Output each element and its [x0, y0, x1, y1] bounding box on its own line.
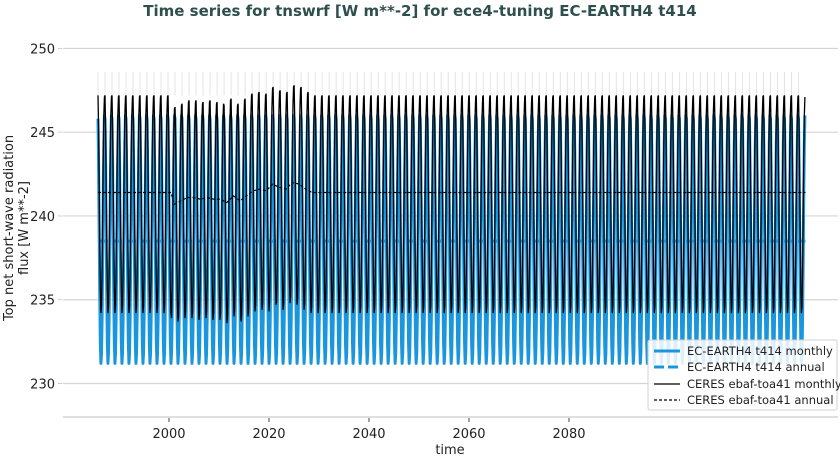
- series-layer: [96, 71, 807, 365]
- y-tick-label: 250: [30, 42, 55, 57]
- x-tick-label: 2000: [152, 427, 185, 442]
- legend-label-ceres-monthly: CERES ebaf-toa41 monthly: [687, 377, 840, 391]
- chart-title: Time series for tnswrf [W m**-2] for ece…: [143, 2, 696, 20]
- y-axis-label-line-1: Top net short-wave radiation: [2, 135, 17, 322]
- legend: EC-EARTH4 t414 monthly EC-EARTH4 t414 an…: [647, 339, 840, 411]
- y-tick-label: 230: [30, 377, 55, 392]
- y-axis-ticks: 230 235 240 245 250: [30, 42, 62, 392]
- series-ceres-monthly: [97, 85, 806, 324]
- y-axis-label-line-2: flux [W m**-2]: [17, 181, 32, 275]
- x-axis-label: time: [435, 443, 464, 457]
- y-axis-label: Top net short-wave radiation flux [W m**…: [2, 135, 32, 322]
- series-ceres-annual: [98, 181, 806, 206]
- x-tick-label: 2020: [252, 427, 285, 442]
- legend-label-ec-monthly: EC-EARTH4 t414 monthly: [687, 344, 833, 358]
- x-tick-label: 2060: [452, 427, 485, 442]
- x-tick-label: 2040: [352, 427, 385, 442]
- legend-box: [647, 339, 838, 411]
- x-tick-label: 2080: [552, 427, 585, 442]
- legend-label-ceres-annual: CERES ebaf-toa41 annual: [687, 393, 834, 407]
- y-tick-label: 240: [30, 210, 55, 225]
- y-tick-label: 245: [30, 126, 55, 141]
- legend-label-ec-annual: EC-EARTH4 t414 annual: [687, 360, 825, 374]
- y-tick-label: 235: [30, 294, 55, 309]
- ceres-spread-line: [97, 71, 799, 96]
- x-axis-ticks: 2000 2020 2040 2060 2080: [152, 418, 586, 442]
